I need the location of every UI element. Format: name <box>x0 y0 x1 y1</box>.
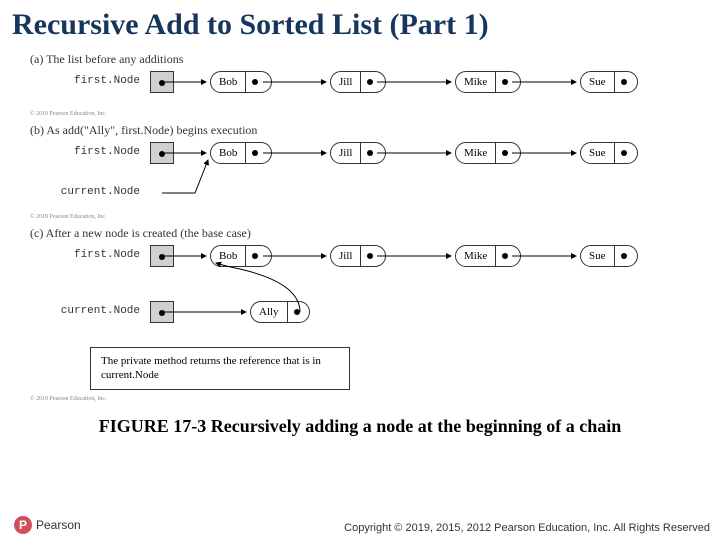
node-jill-label: Jill <box>331 72 361 92</box>
pearson-text: Pearson <box>36 518 81 532</box>
section-b-label: (b) As add("Ally", first.Node) begins ex… <box>30 123 720 138</box>
pearson-logo: P Pearson <box>14 516 81 534</box>
refbox-current-b <box>150 142 174 164</box>
node-mike-label: Mike <box>456 72 496 92</box>
tiny-copyright-a: © 2019 Pearson Education, Inc. <box>30 111 720 117</box>
node-sue-b: Sue <box>580 142 638 164</box>
node-sue-label: Sue <box>581 72 615 92</box>
diagram-a: first.Node Bob Jill Mike Sue <box>0 71 720 111</box>
node-mike-b: Mike <box>455 142 521 164</box>
node-bob-b-label: Bob <box>211 143 246 163</box>
node-bob-a: Bob <box>210 71 272 93</box>
label-first-c: first.Node <box>60 249 140 261</box>
tiny-copyright-c: © 2019 Pearson Education, Inc. <box>30 396 720 402</box>
label-current-c: current.Node <box>48 305 140 317</box>
pearson-p-icon: P <box>14 516 32 534</box>
node-jill-b: Jill <box>330 142 386 164</box>
refbox-first-c <box>150 245 174 267</box>
tiny-copyright-b: © 2019 Pearson Education, Inc. <box>30 214 720 220</box>
refbox-current-c <box>150 301 174 323</box>
node-bob-c-label: Bob <box>211 246 246 266</box>
section-c-label: (c) After a new node is created (the bas… <box>30 226 720 241</box>
label-current-b: current.Node <box>48 186 140 198</box>
node-sue-b-label: Sue <box>581 143 615 163</box>
node-jill-a: Jill <box>330 71 386 93</box>
note-box: The private method returns the reference… <box>90 347 350 390</box>
footer-copyright: Copyright © 2019, 2015, 2012 Pearson Edu… <box>344 522 710 534</box>
node-mike-b-label: Mike <box>456 143 496 163</box>
node-ally-c: Ally <box>250 301 310 323</box>
node-ally-c-label: Ally <box>251 302 288 322</box>
node-sue-c: Sue <box>580 245 638 267</box>
node-sue-a: Sue <box>580 71 638 93</box>
diagram-c: first.Node current.Node Bob Jill Mike Su… <box>0 245 720 337</box>
section-a-label: (a) The list before any additions <box>30 52 720 67</box>
label-first-a: first.Node <box>60 75 140 87</box>
diagram-b: first.Node current.Node Bob Jill Mike Su… <box>0 142 720 214</box>
node-bob-c: Bob <box>210 245 272 267</box>
node-mike-c: Mike <box>455 245 521 267</box>
node-jill-b-label: Jill <box>331 143 361 163</box>
figure-caption: FIGURE 17-3 Recursively adding a node at… <box>0 416 720 437</box>
page-title: Recursive Add to Sorted List (Part 1) <box>0 0 720 46</box>
node-mike-c-label: Mike <box>456 246 496 266</box>
node-jill-c: Jill <box>330 245 386 267</box>
node-jill-c-label: Jill <box>331 246 361 266</box>
node-bob-b: Bob <box>210 142 272 164</box>
node-bob-label: Bob <box>211 72 246 92</box>
refbox-first-a <box>150 71 174 93</box>
node-mike-a: Mike <box>455 71 521 93</box>
label-first-b: first.Node <box>60 146 140 158</box>
node-sue-c-label: Sue <box>581 246 615 266</box>
